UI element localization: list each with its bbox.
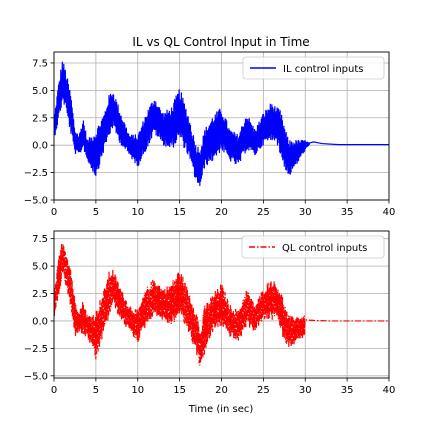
x-tick-label: 25 xyxy=(257,207,270,218)
x-tick-label: 40 xyxy=(383,385,396,396)
panels: 0 5 10 15 20 25 30 35 40 −5.0 −2.5 0.0 2.5 5.0 7.5 IL c… xyxy=(24,51,396,396)
x-tick-label: 30 xyxy=(299,385,312,396)
x-tick-label: 15 xyxy=(173,385,186,396)
legend-box xyxy=(241,235,385,259)
x-tick-label: 0 xyxy=(51,385,57,396)
y-tick-label: 2.5 xyxy=(32,113,48,124)
x-tick-label: 10 xyxy=(131,385,144,396)
x-tick-label: 25 xyxy=(257,385,270,396)
legend-label: QL control inputs xyxy=(282,243,367,254)
y-tick-label: 2.5 xyxy=(32,289,48,300)
series-line-il-control-inputs xyxy=(54,61,389,186)
x-tick-label: 0 xyxy=(51,207,57,218)
x-tick-label: 20 xyxy=(215,385,228,396)
axes-frame xyxy=(53,230,390,379)
y-tick-label: −2.5 xyxy=(24,344,48,355)
x-tick-label: 5 xyxy=(93,207,99,218)
y-tick-label: 7.5 xyxy=(32,58,48,69)
y-tick-label: −2.5 xyxy=(24,168,48,179)
y-tick-label: 5.0 xyxy=(32,86,48,97)
x-tick-label: 15 xyxy=(173,207,186,218)
y-tick-label: −5.0 xyxy=(24,371,48,382)
y-tick-label: 0.0 xyxy=(32,316,48,327)
axes-frame xyxy=(53,51,390,201)
y-tick-label: 0.0 xyxy=(32,141,48,152)
chart-title: IL vs QL Control Input in Time xyxy=(132,35,309,49)
series-line-ql-control-inputs xyxy=(54,243,389,366)
legend-label: IL control inputs xyxy=(283,64,363,75)
x-tick-label: 35 xyxy=(341,207,354,218)
y-tick-label: 7.5 xyxy=(32,234,48,245)
x-tick-label: 10 xyxy=(131,207,144,218)
x-tick-label: 30 xyxy=(299,207,312,218)
legend-box xyxy=(242,56,385,80)
x-axis-label: Time (in sec) xyxy=(188,404,254,415)
x-tick-label: 20 xyxy=(215,207,228,218)
y-tick-label: 5.0 xyxy=(32,262,48,273)
chart-panel-2: 0 5 10 15 20 25 30 35 40 −5.0 −2.5 0.0 2.5 5.0 7.5 QL c… xyxy=(24,230,396,396)
y-tick-label: −5.0 xyxy=(24,196,48,207)
chart-panel-1: 0 5 10 15 20 25 30 35 40 −5.0 −2.5 0.0 2.5 5.0 7.5 IL c… xyxy=(24,51,396,218)
x-tick-label: 5 xyxy=(93,385,99,396)
x-tick-label: 35 xyxy=(341,385,354,396)
x-tick-label: 40 xyxy=(383,207,396,218)
